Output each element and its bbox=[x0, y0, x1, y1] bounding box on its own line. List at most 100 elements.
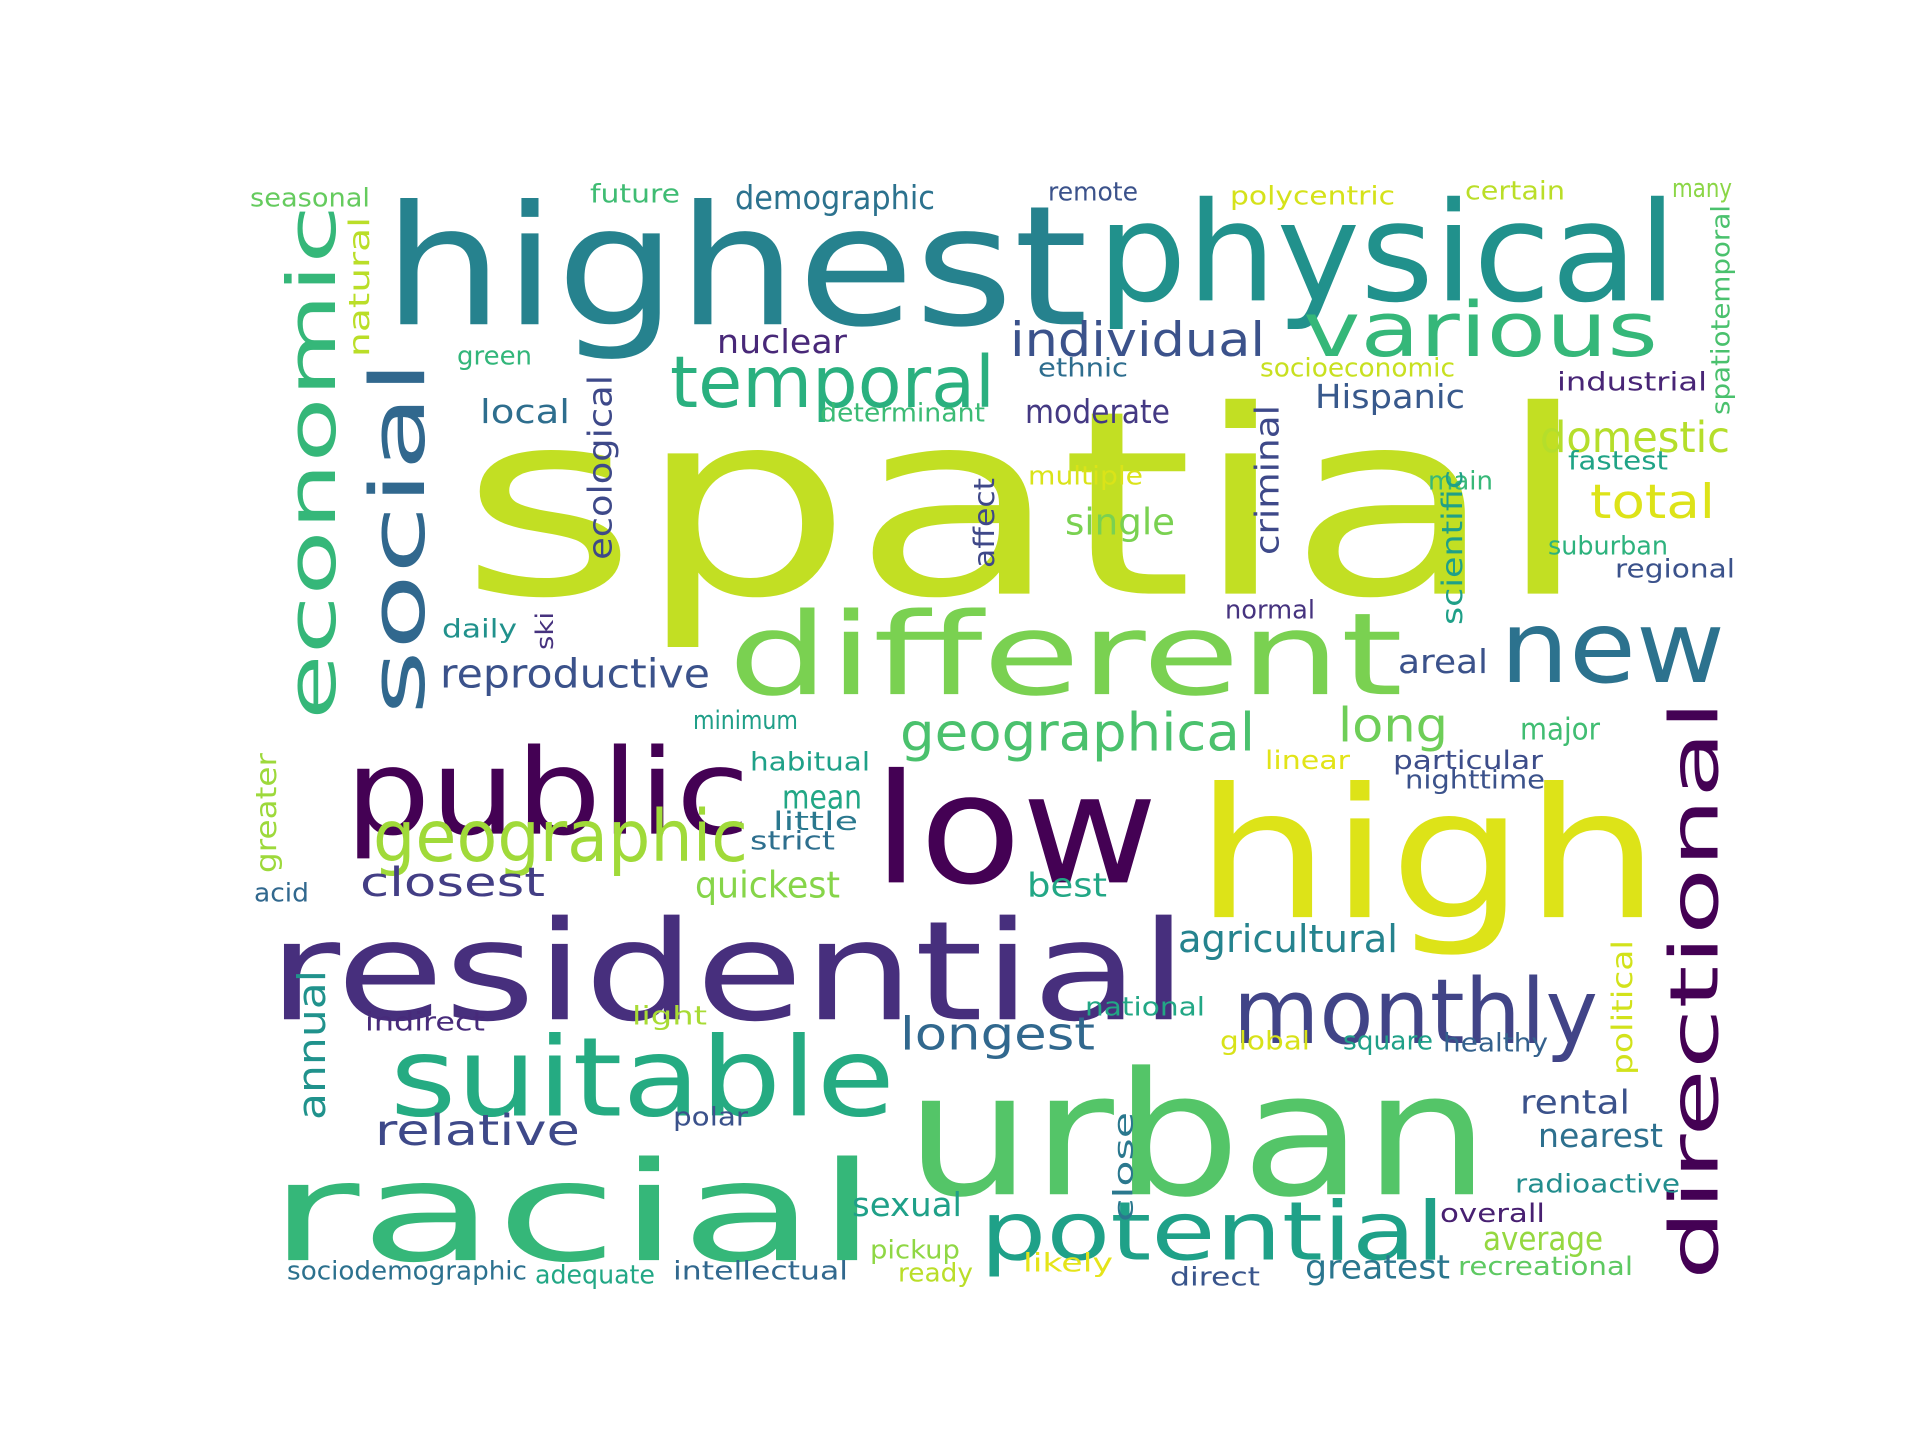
word-mean: mean bbox=[782, 778, 862, 817]
word-single: single bbox=[1065, 501, 1175, 543]
word-best: best bbox=[1027, 866, 1107, 905]
word-regional: regional bbox=[1615, 553, 1735, 584]
word-major: major bbox=[1520, 711, 1600, 747]
word-temporal: temporal bbox=[670, 341, 995, 424]
word-minimum: minimum bbox=[693, 706, 798, 736]
word-overall: overall bbox=[1440, 1199, 1545, 1229]
word-habitual: habitual bbox=[750, 746, 870, 777]
word-future: future bbox=[590, 178, 680, 208]
word-ready: ready bbox=[898, 1259, 973, 1289]
word-light: light bbox=[632, 1002, 707, 1032]
word-public: public bbox=[345, 723, 750, 861]
word-certain: certain bbox=[1465, 177, 1565, 206]
word-agricultural: agricultural bbox=[1178, 918, 1398, 962]
word-sociodemographic: sociodemographic bbox=[287, 1257, 527, 1287]
word-square: square bbox=[1343, 1027, 1433, 1057]
word-seasonal: seasonal bbox=[250, 183, 370, 213]
word-different: different bbox=[728, 589, 1403, 722]
word-recreational: recreational bbox=[1458, 1252, 1633, 1282]
word-criminal: criminal bbox=[1248, 405, 1287, 555]
word-sexual: sexual bbox=[852, 1185, 962, 1224]
word-ethnic: ethnic bbox=[1038, 354, 1128, 383]
word-affect: affect bbox=[968, 478, 1001, 568]
word-geographic: geographic bbox=[373, 796, 748, 879]
word-scientific: scientific bbox=[1435, 470, 1469, 625]
word-directional: directional bbox=[1657, 700, 1734, 1280]
word-fastest: fastest bbox=[1568, 445, 1668, 476]
word-areal: areal bbox=[1398, 643, 1488, 681]
word-natural: natural bbox=[343, 217, 376, 357]
word-geographical: geographical bbox=[900, 702, 1255, 764]
word-strict: strict bbox=[750, 826, 835, 856]
word-total: total bbox=[1590, 474, 1715, 530]
word-radioactive: radioactive bbox=[1515, 1168, 1680, 1199]
word-multiple: multiple bbox=[1028, 462, 1143, 492]
word-social: social bbox=[354, 360, 442, 715]
word-individual: individual bbox=[1010, 312, 1265, 367]
word-intellectual: intellectual bbox=[673, 1255, 848, 1285]
word-low: low bbox=[873, 741, 1158, 918]
word-pickup: pickup bbox=[870, 1236, 960, 1266]
word-physical: physical bbox=[1097, 172, 1677, 333]
word-urban: urban bbox=[905, 1035, 1490, 1234]
word-linear: linear bbox=[1265, 745, 1351, 775]
word-economic: economic bbox=[273, 205, 351, 720]
word-various: various bbox=[1303, 286, 1658, 375]
word-close: close bbox=[1109, 1112, 1140, 1222]
word-indirect: indirect bbox=[365, 1006, 485, 1036]
word-residential: residential bbox=[268, 893, 1188, 1053]
word-racial: racial bbox=[268, 1132, 878, 1293]
word-main: main bbox=[1428, 467, 1493, 497]
word-potential: potential bbox=[980, 1185, 1445, 1279]
word-local: local bbox=[480, 394, 570, 432]
word-suitable: suitable bbox=[390, 1014, 895, 1141]
word-acid: acid bbox=[254, 879, 309, 909]
word-closest: closest bbox=[360, 860, 545, 907]
word-moderate: moderate bbox=[1025, 394, 1170, 432]
word-green: green bbox=[457, 342, 532, 372]
word-normal: normal bbox=[1225, 596, 1315, 626]
word-quickest: quickest bbox=[695, 865, 840, 907]
word-greater: greater bbox=[251, 753, 284, 873]
word-ski: ski bbox=[532, 612, 560, 650]
word-socioeconomic: socioeconomic bbox=[1260, 354, 1455, 384]
word-national: national bbox=[1085, 991, 1205, 1022]
word-suburban: suburban bbox=[1548, 531, 1668, 561]
word-new: new bbox=[1500, 589, 1725, 706]
word-highest: highest bbox=[383, 171, 1088, 365]
word-annual: annual bbox=[290, 970, 334, 1120]
word-long: long bbox=[1338, 697, 1448, 753]
word-nearest: nearest bbox=[1538, 1116, 1663, 1155]
word-hispanic: Hispanic bbox=[1315, 378, 1465, 417]
word-adequate: adequate bbox=[535, 1260, 655, 1290]
word-domestic: domestic bbox=[1540, 413, 1730, 463]
word-political: political bbox=[1607, 940, 1639, 1075]
word-relative: relative bbox=[375, 1106, 580, 1156]
word-global: global bbox=[1220, 1025, 1310, 1056]
word-remote: remote bbox=[1048, 176, 1138, 206]
word-average: average bbox=[1483, 1220, 1603, 1258]
word-polycentric: polycentric bbox=[1230, 180, 1395, 210]
word-high: high bbox=[1195, 750, 1660, 960]
word-spatiotemporal: spatiotemporal bbox=[1707, 205, 1737, 415]
word-nighttime: nighttime bbox=[1405, 766, 1545, 795]
word-direct: direct bbox=[1170, 1261, 1260, 1291]
word-determinant: determinant bbox=[820, 399, 985, 428]
word-longest: longest bbox=[900, 1007, 1095, 1061]
word-ecological: ecological bbox=[581, 375, 620, 560]
word-nuclear: nuclear bbox=[717, 323, 847, 362]
word-demographic: demographic bbox=[735, 178, 935, 218]
word-rental: rental bbox=[1520, 1083, 1630, 1121]
word-many: many bbox=[1672, 173, 1732, 203]
word-healthy: healthy bbox=[1443, 1029, 1548, 1059]
word-little: little bbox=[773, 806, 858, 836]
word-likely: likely bbox=[1023, 1249, 1113, 1278]
word-particular: particular bbox=[1393, 746, 1543, 776]
word-reproductive: reproductive bbox=[440, 651, 710, 697]
word-industrial: industrial bbox=[1557, 366, 1707, 396]
word-monthly: monthly bbox=[1233, 960, 1598, 1065]
word-daily: daily bbox=[442, 613, 517, 643]
word-spatial: spatial bbox=[460, 356, 1590, 654]
word-greatest: greatest bbox=[1305, 1248, 1450, 1287]
